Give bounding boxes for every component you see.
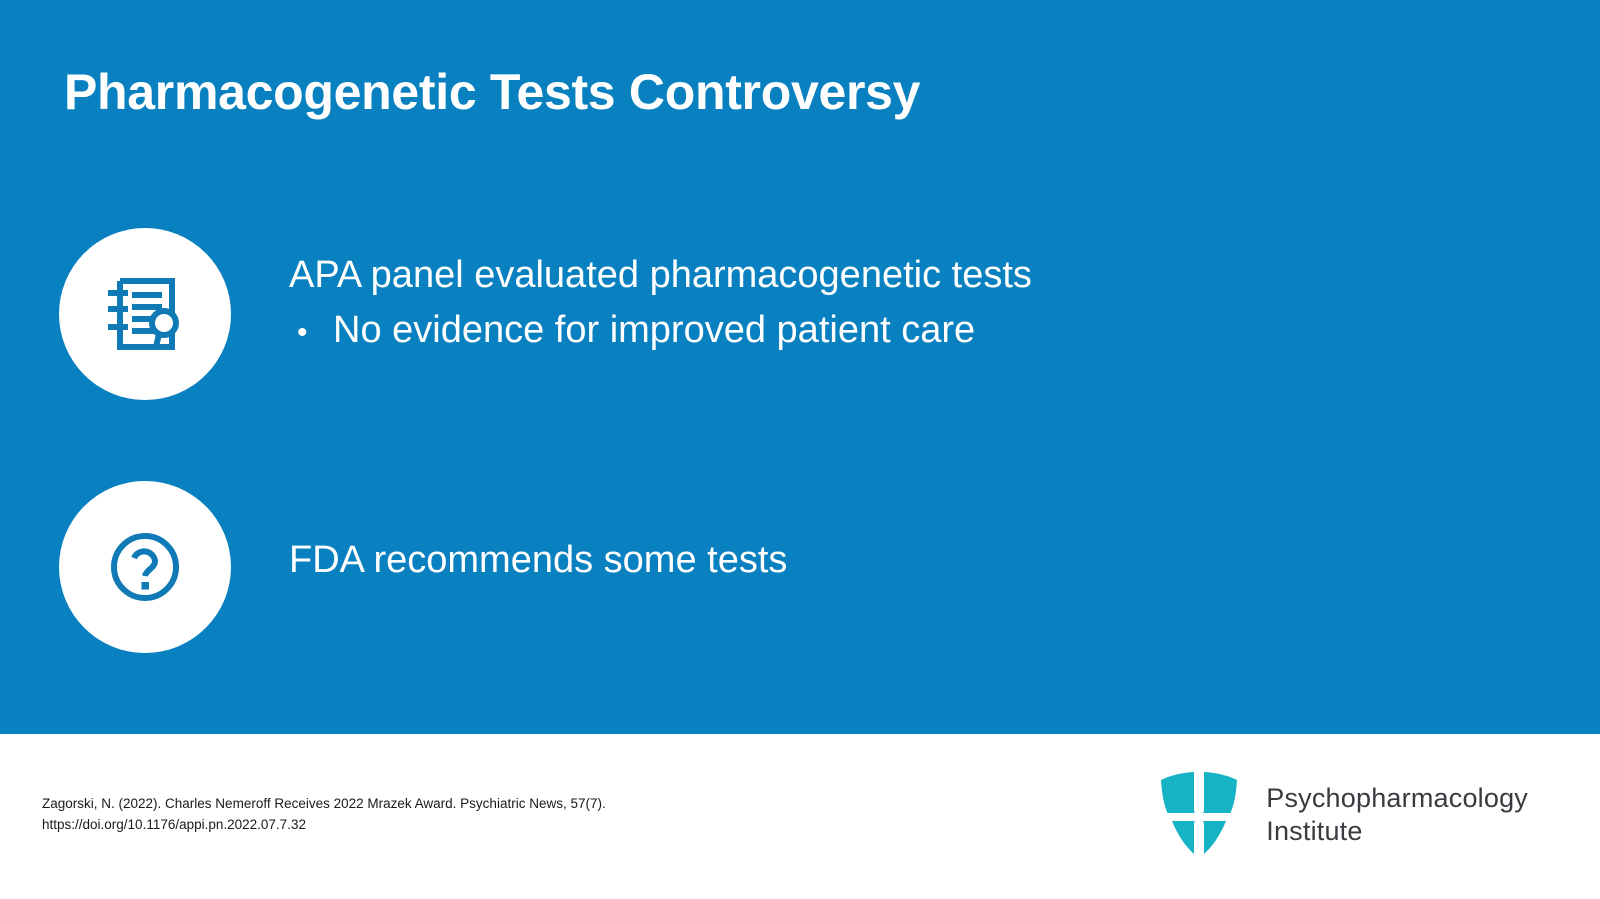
list-item: • No evidence for improved patient care — [289, 311, 1032, 349]
question-mark-circle-icon — [103, 525, 187, 609]
brand-logo: Psychopharmacology Institute — [1156, 766, 1528, 863]
block-2-heading: FDA recommends some tests — [289, 539, 788, 581]
list-item-label: No evidence for improved patient care — [333, 309, 976, 351]
brand-name-line-2: Institute — [1266, 815, 1363, 846]
page-title: Pharmacogenetic Tests Controversy — [64, 64, 921, 120]
block-1-sub-list: • No evidence for improved patient care — [289, 311, 1032, 349]
content-block-2: FDA recommends some tests — [59, 481, 787, 653]
content-block-2-text: FDA recommends some tests — [289, 481, 787, 579]
citation-text: Zagorski, N. (2022). Charles Nemeroff Re… — [42, 794, 606, 836]
icon-badge-2 — [59, 481, 231, 653]
brand-name-line-1: Psychopharmacology — [1266, 782, 1528, 813]
document-review-icon — [102, 271, 188, 357]
shield-icon — [1156, 766, 1242, 863]
content-block-1: APA panel evaluated pharmacogenetic test… — [59, 228, 1032, 400]
citation-line-2: https://doi.org/10.1176/appi.pn.2022.07.… — [42, 816, 306, 832]
slide-footer: Zagorski, N. (2022). Charles Nemeroff Re… — [0, 734, 1600, 899]
block-1-heading: APA panel evaluated pharmacogenetic test… — [289, 254, 1032, 296]
bullet-marker: • — [297, 316, 308, 349]
icon-badge-1 — [59, 228, 231, 400]
slide-content-panel: Pharmacogenetic Tests Controversy — [0, 0, 1600, 734]
brand-name: Psychopharmacology Institute — [1266, 782, 1528, 848]
content-block-1-text: APA panel evaluated pharmacogenetic test… — [289, 228, 1032, 349]
citation-line-1: Zagorski, N. (2022). Charles Nemeroff Re… — [42, 796, 606, 811]
